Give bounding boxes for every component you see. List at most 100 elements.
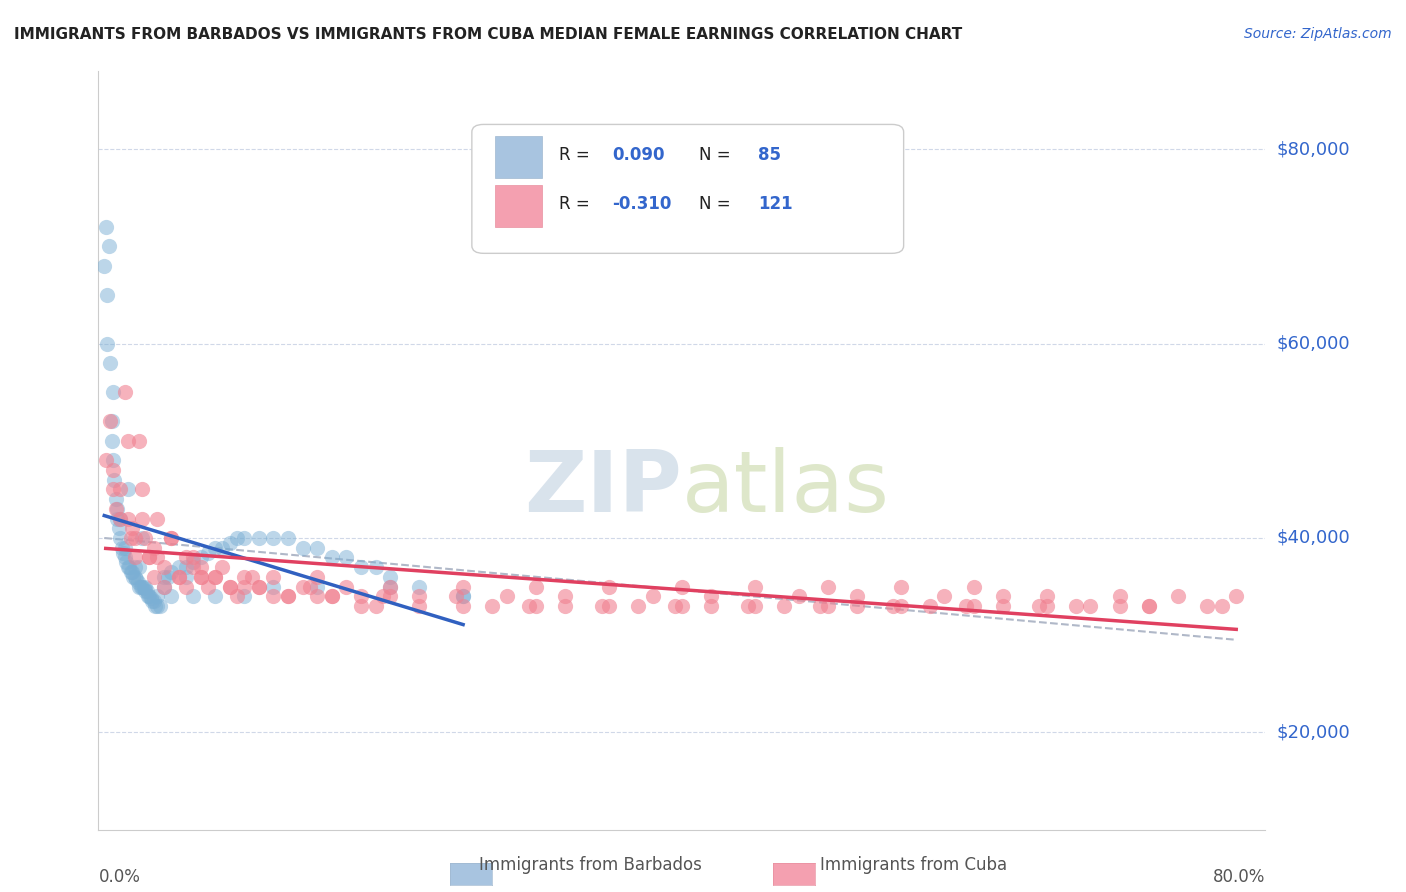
Point: [134, 531, 156, 545]
Point: [233, 589, 256, 603]
Point: [101, 453, 124, 467]
Text: $40,000: $40,000: [1277, 529, 1350, 547]
Point: [350, 589, 373, 603]
Point: [139, 591, 162, 606]
Point: [298, 580, 321, 594]
Point: [120, 531, 142, 545]
Point: [277, 531, 299, 545]
Point: [114, 541, 136, 555]
Point: [167, 560, 190, 574]
Point: [671, 580, 693, 594]
Point: [160, 531, 183, 545]
Point: [108, 521, 131, 535]
Text: IMMIGRANTS FROM BARBADOS VS IMMIGRANTS FROM CUBA MEDIAN FEMALE EARNINGS CORRELAT: IMMIGRANTS FROM BARBADOS VS IMMIGRANTS F…: [14, 27, 962, 42]
Point: [122, 570, 145, 584]
Point: [1080, 599, 1102, 613]
Point: [247, 580, 270, 594]
Point: [128, 434, 150, 448]
Point: [134, 580, 156, 594]
Point: [167, 570, 190, 584]
Point: [263, 531, 285, 545]
Point: [226, 531, 249, 545]
Point: [174, 550, 197, 565]
Point: [918, 599, 941, 613]
Point: [98, 356, 121, 370]
Point: [190, 550, 212, 565]
Point: [97, 239, 120, 253]
Point: [627, 599, 650, 613]
Point: [142, 594, 165, 608]
Point: [350, 560, 373, 574]
Point: [127, 574, 149, 589]
Point: [277, 589, 299, 603]
Point: [160, 565, 183, 579]
Text: $80,000: $80,000: [1277, 140, 1350, 158]
Point: [408, 589, 430, 603]
Point: [700, 589, 723, 603]
Point: [104, 491, 127, 506]
Text: R =: R =: [560, 195, 595, 213]
Point: [226, 589, 249, 603]
Point: [817, 599, 839, 613]
Point: [110, 511, 132, 525]
Point: [146, 589, 169, 603]
Point: [240, 570, 263, 584]
Point: [444, 589, 467, 603]
Point: [181, 589, 204, 603]
Point: [773, 599, 796, 613]
Point: [134, 584, 156, 599]
Point: [1197, 599, 1219, 613]
Point: [598, 599, 620, 613]
Point: [110, 511, 132, 525]
Point: [174, 570, 197, 584]
Point: [101, 483, 124, 497]
Point: [307, 580, 329, 594]
Point: [364, 560, 387, 574]
Point: [174, 580, 197, 594]
Point: [112, 545, 135, 559]
Point: [131, 511, 153, 525]
Point: [810, 599, 832, 613]
Point: [291, 541, 314, 555]
Point: [160, 589, 183, 603]
Text: atlas: atlas: [682, 447, 890, 530]
Point: [882, 599, 904, 613]
Point: [121, 521, 143, 535]
Text: 0.0%: 0.0%: [98, 869, 141, 887]
Point: [890, 599, 912, 613]
Point: [142, 541, 165, 555]
Point: [364, 599, 387, 613]
Point: [157, 570, 180, 584]
Point: [153, 570, 176, 584]
Point: [554, 599, 576, 613]
Point: [132, 582, 155, 596]
Point: [146, 511, 169, 525]
Point: [321, 589, 343, 603]
Point: [451, 589, 474, 603]
Point: [1028, 599, 1050, 613]
Point: [1225, 589, 1247, 603]
Point: [1137, 599, 1160, 613]
Text: 121: 121: [758, 195, 793, 213]
Point: [350, 599, 373, 613]
Point: [1035, 599, 1057, 613]
Point: [153, 560, 176, 574]
Point: [380, 570, 402, 584]
Point: [321, 589, 343, 603]
Text: 80.0%: 80.0%: [1213, 869, 1265, 887]
Point: [96, 336, 118, 351]
Point: [846, 599, 869, 613]
Text: Immigrants from Cuba: Immigrants from Cuba: [820, 856, 1008, 874]
Point: [955, 599, 977, 613]
Point: [524, 599, 547, 613]
Point: [307, 541, 329, 555]
Point: [291, 580, 314, 594]
Point: [181, 550, 204, 565]
FancyBboxPatch shape: [495, 136, 541, 178]
Point: [934, 589, 956, 603]
Point: [451, 599, 474, 613]
Point: [218, 580, 240, 594]
FancyBboxPatch shape: [472, 125, 904, 253]
Point: [115, 555, 138, 569]
Point: [93, 259, 115, 273]
